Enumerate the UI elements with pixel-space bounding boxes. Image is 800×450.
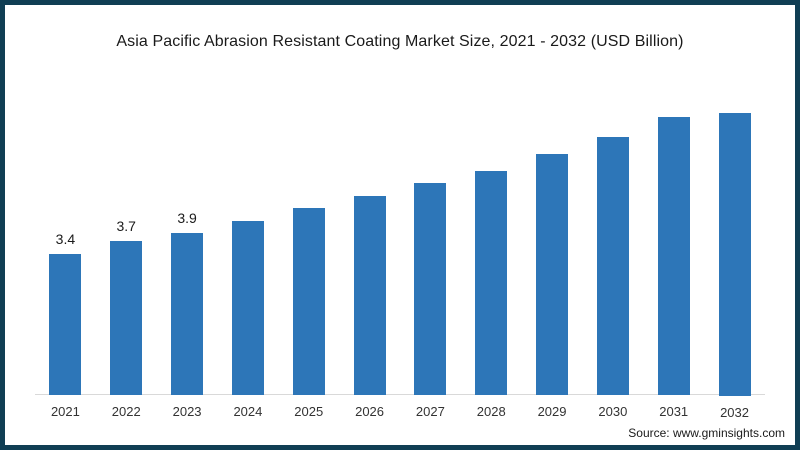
bar xyxy=(657,116,690,395)
bar xyxy=(49,253,82,395)
bar-column: 2025 xyxy=(278,91,339,423)
bar-column: 2029 xyxy=(522,91,583,423)
x-axis-tick-label: 2025 xyxy=(294,404,324,419)
bar xyxy=(231,220,264,395)
x-axis-tick-label: 2031 xyxy=(659,404,689,419)
bar-column: 2031 xyxy=(643,91,704,423)
bar-value-label: 3.9 xyxy=(177,209,197,226)
x-axis-tick-label: 2028 xyxy=(476,404,506,419)
x-axis-tick-label: 2026 xyxy=(355,404,385,419)
bar-column: 3.9 2023 xyxy=(157,91,218,423)
x-axis-tick-label: 2024 xyxy=(233,404,263,419)
bar-value-label: 3.7 xyxy=(116,218,136,235)
bar xyxy=(171,232,204,395)
bar-column: 3.7 2022 xyxy=(96,91,157,423)
bar xyxy=(718,113,751,396)
x-axis-tick-label: 2023 xyxy=(172,404,202,419)
bar xyxy=(292,208,325,395)
bar xyxy=(353,195,386,395)
bar-column: 3.4 2021 xyxy=(35,91,96,423)
chart-title: Asia Pacific Abrasion Resistant Coating … xyxy=(116,33,684,50)
x-axis-tick-label: 2030 xyxy=(598,404,628,419)
x-axis-tick-label: 2029 xyxy=(537,404,567,419)
bar xyxy=(475,170,508,395)
bar-column: 2026 xyxy=(339,91,400,423)
bar-value-label: 3.4 xyxy=(55,230,76,247)
bar xyxy=(110,241,143,395)
bar xyxy=(536,154,569,395)
x-axis-tick-label: 2021 xyxy=(50,404,80,419)
x-axis-tick-label: 2022 xyxy=(111,404,141,419)
x-axis-tick-label: 2027 xyxy=(415,404,445,419)
bar-column: 2024 xyxy=(217,91,278,423)
bar xyxy=(414,183,447,395)
plot-area: 3.4 2021 3.7 2022 3.9 2023 2024 2025 2026 2027 202… xyxy=(35,91,765,423)
x-axis-line xyxy=(35,394,765,395)
source-attribution: Source: www.gminsights.com xyxy=(628,426,785,440)
bar-column: 2028 xyxy=(461,91,522,423)
x-axis-tick-label: 2032 xyxy=(720,404,749,420)
bar xyxy=(596,137,629,395)
bar-column: 2030 xyxy=(582,91,643,423)
bar-column: 2032 xyxy=(704,91,765,423)
bar-column: 2027 xyxy=(400,91,461,423)
